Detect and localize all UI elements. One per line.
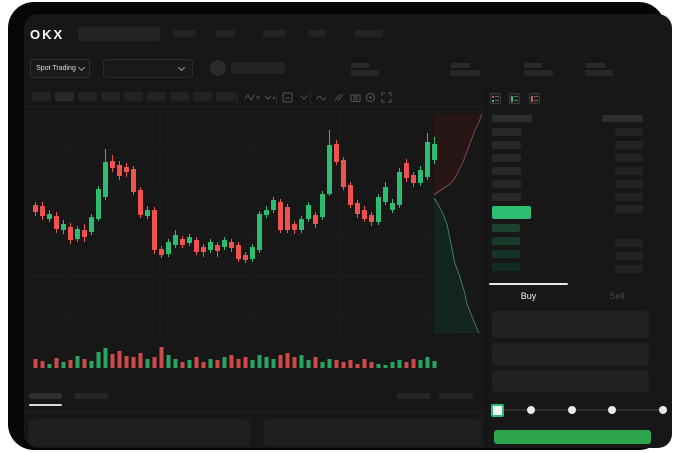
overlay-style-icon[interactable] <box>264 92 276 103</box>
interval-button-placeholder[interactable] <box>101 92 120 101</box>
tab-sell[interactable]: Sell <box>568 284 666 307</box>
order-price-field-placeholder[interactable] <box>492 311 649 338</box>
nav-item-placeholder[interactable] <box>173 30 196 37</box>
app-content: OKX Spot Trading <box>24 14 672 448</box>
chevron-down-icon <box>177 63 186 72</box>
interval-chevron-icon[interactable] <box>300 92 308 103</box>
device-frame: OKX Spot Trading <box>8 2 672 450</box>
book-asks-icon[interactable] <box>529 93 540 104</box>
slider-stop-dot[interactable] <box>568 406 576 414</box>
book-combined-icon[interactable] <box>490 93 501 104</box>
interval-button-placeholder[interactable] <box>216 92 235 101</box>
bid-price-placeholder[interactable] <box>492 224 520 232</box>
interval-button-placeholder[interactable] <box>32 92 51 101</box>
market-title-placeholder <box>78 27 160 41</box>
toolbar-separator <box>276 91 277 104</box>
tab-sell-label: Sell <box>609 290 625 301</box>
toolbar-separator <box>310 91 311 104</box>
spot-trading-label: Spot Trading <box>36 65 76 72</box>
divider <box>24 106 486 107</box>
camera-icon[interactable] <box>350 92 361 103</box>
stat-value-placeholder <box>524 70 553 76</box>
ask-amount-placeholder <box>615 154 643 162</box>
stat-label-placeholder <box>524 63 542 68</box>
nav-item-placeholder[interactable] <box>263 30 286 37</box>
bottom-tab-placeholder[interactable] <box>75 393 108 399</box>
bottom-tab-active-placeholder[interactable] <box>29 393 62 399</box>
ask-amount-placeholder <box>615 167 643 175</box>
bid-amount-placeholder <box>615 252 643 260</box>
ob-price-header-placeholder <box>492 115 532 122</box>
interval-button-placeholder[interactable] <box>55 92 74 101</box>
order-total-field-placeholder[interactable] <box>492 370 649 392</box>
amount-slider-track[interactable] <box>497 409 664 411</box>
stat-label-placeholder <box>351 63 369 68</box>
market-dropdown[interactable] <box>103 59 193 78</box>
bid-price-placeholder[interactable] <box>492 263 520 271</box>
interval-button-placeholder[interactable] <box>147 92 166 101</box>
stat-label-placeholder <box>586 63 605 68</box>
bottom-action-placeholder[interactable] <box>397 393 430 399</box>
ask-amount-placeholder <box>615 180 643 188</box>
ask-amount-placeholder <box>615 193 643 201</box>
bottom-action-placeholder[interactable] <box>439 393 473 399</box>
ask-amount-placeholder <box>615 141 643 149</box>
ask-amount-placeholder <box>615 128 643 136</box>
fullscreen-icon[interactable] <box>381 92 392 103</box>
ask-price-placeholder[interactable] <box>492 154 521 162</box>
chevron-down-icon <box>77 63 85 72</box>
nav-item-placeholder[interactable] <box>355 30 383 37</box>
ob-amount-header-placeholder <box>602 115 643 122</box>
bid-amount-placeholder <box>615 265 643 273</box>
chart-style-icon[interactable] <box>244 92 260 103</box>
line-tool-icon[interactable] <box>316 92 327 103</box>
slider-handle[interactable] <box>491 404 504 417</box>
bid-amount-placeholder <box>615 239 643 247</box>
ask-price-placeholder[interactable] <box>492 193 521 201</box>
active-tab-underline <box>29 404 62 406</box>
compare-icon[interactable] <box>333 92 344 103</box>
interval-button-placeholder[interactable] <box>78 92 97 101</box>
ask-price-placeholder[interactable] <box>492 141 521 149</box>
ask-price-placeholder[interactable] <box>492 128 521 136</box>
interval-button-placeholder[interactable] <box>193 92 212 101</box>
tab-buy[interactable]: Buy <box>489 283 568 307</box>
order-amount-field-placeholder[interactable] <box>492 343 649 366</box>
divider <box>24 412 486 413</box>
book-bids-icon[interactable] <box>509 93 520 104</box>
stat-value-placeholder <box>351 70 379 76</box>
slider-stop-dot[interactable] <box>608 406 616 414</box>
ask-price-placeholder[interactable] <box>492 180 521 188</box>
coin-avatar <box>210 60 226 76</box>
stat-value-placeholder <box>450 70 480 76</box>
ask-price-placeholder[interactable] <box>492 167 521 175</box>
interval-button-placeholder[interactable] <box>124 92 143 101</box>
bid-price-placeholder[interactable] <box>492 237 520 245</box>
bottom-panel-left <box>29 419 250 446</box>
bottom-panel-right <box>264 419 482 446</box>
interval-button-placeholder[interactable] <box>170 92 189 101</box>
ask-amount-placeholder <box>615 205 643 213</box>
slider-stop-dot[interactable] <box>659 406 667 414</box>
nav-item-placeholder[interactable] <box>308 30 326 37</box>
stat-value-placeholder <box>585 70 613 76</box>
bid-price-placeholder[interactable] <box>492 250 520 258</box>
indicators-icon[interactable] <box>282 92 293 103</box>
alert-icon[interactable] <box>365 92 376 103</box>
spot-trading-selector[interactable]: Spot Trading <box>30 59 90 78</box>
pair-name-placeholder <box>231 62 285 74</box>
vertical-divider <box>486 88 487 448</box>
slider-stop-dot[interactable] <box>527 406 535 414</box>
toolbar-separator <box>236 91 237 104</box>
okx-logo: OKX <box>30 27 65 42</box>
nav-item-placeholder[interactable] <box>216 30 235 37</box>
stat-label-placeholder <box>451 63 470 68</box>
tab-buy-label: Buy <box>520 290 537 301</box>
last-price-bar[interactable] <box>492 206 531 219</box>
app-window: OKX Spot Trading <box>24 14 672 448</box>
buy-submit-button[interactable] <box>494 430 651 444</box>
